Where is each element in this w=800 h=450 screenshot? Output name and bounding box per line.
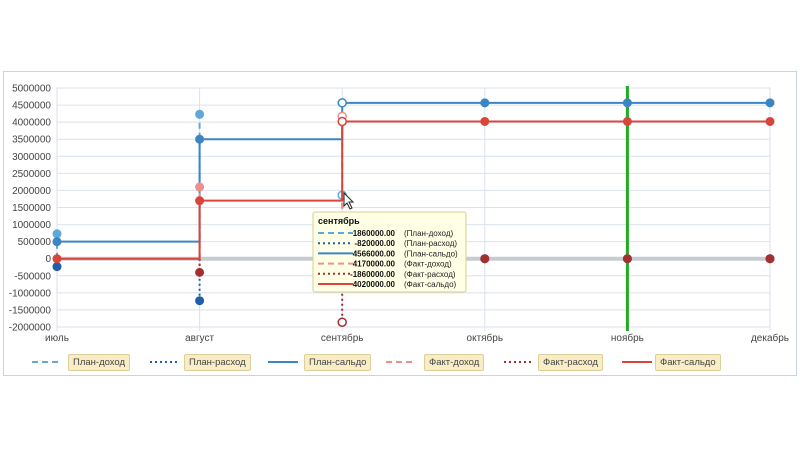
tooltip-value: 4020000.00 bbox=[353, 280, 396, 289]
tooltip-series-name: (План-доход) bbox=[404, 229, 453, 238]
tooltip-series-name: (План-сальдо) bbox=[404, 249, 458, 258]
y-tick-label: 3000000 bbox=[12, 152, 51, 163]
series-4-point[interactable] bbox=[765, 254, 775, 264]
series-5-point[interactable] bbox=[195, 196, 205, 206]
y-tick-label: -500000 bbox=[14, 271, 51, 282]
tooltip-value: -1860000.00 bbox=[350, 270, 395, 279]
y-tick-label: 4000000 bbox=[12, 118, 51, 129]
series-5-point[interactable] bbox=[765, 116, 775, 126]
series-2-point[interactable] bbox=[765, 98, 775, 108]
x-tick-label: ноябрь bbox=[611, 332, 644, 344]
series-5-step-line bbox=[57, 120, 770, 260]
tooltip-value: 4170000.00 bbox=[353, 260, 396, 269]
tooltip-series-name: (Факт-сальдо) bbox=[404, 280, 457, 289]
legend-label-plan-expense[interactable]: План-расход bbox=[184, 354, 251, 371]
tooltip-series-name: (План-расход) bbox=[404, 239, 457, 248]
series-0-point[interactable] bbox=[52, 229, 62, 239]
series-5-point[interactable] bbox=[480, 116, 490, 126]
y-tick-label: 0 bbox=[45, 254, 51, 265]
x-tick-label: сентябрь bbox=[321, 332, 364, 344]
legend-label-fact-income[interactable]: Факт-доход bbox=[424, 354, 485, 371]
series-2-point[interactable] bbox=[52, 237, 62, 247]
series-1-point[interactable] bbox=[195, 296, 205, 306]
series-4-point[interactable] bbox=[337, 317, 347, 327]
x-tick-label: декабрь bbox=[751, 332, 789, 344]
y-tick-label: 1500000 bbox=[12, 203, 51, 214]
legend-label-plan-income[interactable]: План-доход bbox=[68, 354, 131, 371]
x-tick-label: октябрь bbox=[467, 332, 504, 344]
y-tick-label: -2000000 bbox=[9, 323, 52, 334]
y-tick-label: 1000000 bbox=[12, 220, 51, 231]
y-tick-label: -1500000 bbox=[9, 305, 52, 316]
y-tick-label: -1000000 bbox=[9, 288, 52, 299]
y-tick-label: 500000 bbox=[18, 237, 52, 248]
series-4-point[interactable] bbox=[622, 254, 632, 264]
legend-label-fact-balance[interactable]: Факт-сальдо bbox=[655, 354, 721, 371]
mouse-cursor-icon bbox=[343, 191, 355, 210]
y-tick-label: 4500000 bbox=[12, 101, 51, 112]
series-2-point[interactable] bbox=[195, 134, 205, 144]
y-tick-label: 2500000 bbox=[12, 169, 51, 180]
tooltip-value: 4566000.00 bbox=[353, 249, 396, 258]
series-3-point[interactable] bbox=[195, 182, 205, 192]
series-5-point[interactable] bbox=[52, 254, 62, 264]
series-2-point[interactable] bbox=[480, 98, 490, 108]
series-2-point[interactable] bbox=[337, 98, 347, 108]
x-tick-label: август bbox=[185, 333, 214, 344]
y-tick-label: 5000000 bbox=[12, 84, 51, 95]
legend-label-fact-expense[interactable]: Факт-расход bbox=[538, 354, 603, 371]
legend-label-plan-balance[interactable]: План-сальдо bbox=[304, 354, 372, 371]
tooltip-series-name: (Факт-доход) bbox=[404, 260, 452, 269]
tooltip-series-name: (Факт-расход) bbox=[404, 270, 456, 279]
tooltip-value: -820000.00 bbox=[355, 239, 396, 248]
series-4-point[interactable] bbox=[480, 254, 490, 264]
series-4-point[interactable] bbox=[195, 267, 205, 277]
x-tick-label: июль bbox=[45, 333, 69, 344]
series-0-point[interactable] bbox=[195, 109, 205, 119]
series-5-point[interactable] bbox=[622, 116, 632, 126]
series-1-point[interactable] bbox=[52, 262, 62, 272]
tooltip-value: 1860000.00 bbox=[353, 229, 396, 238]
series-5-point[interactable] bbox=[337, 116, 347, 127]
y-tick-label: 2000000 bbox=[12, 186, 51, 197]
series-2-point[interactable] bbox=[622, 98, 632, 108]
tooltip-title: сентябрь bbox=[318, 216, 360, 226]
y-tick-label: 3500000 bbox=[12, 135, 51, 146]
